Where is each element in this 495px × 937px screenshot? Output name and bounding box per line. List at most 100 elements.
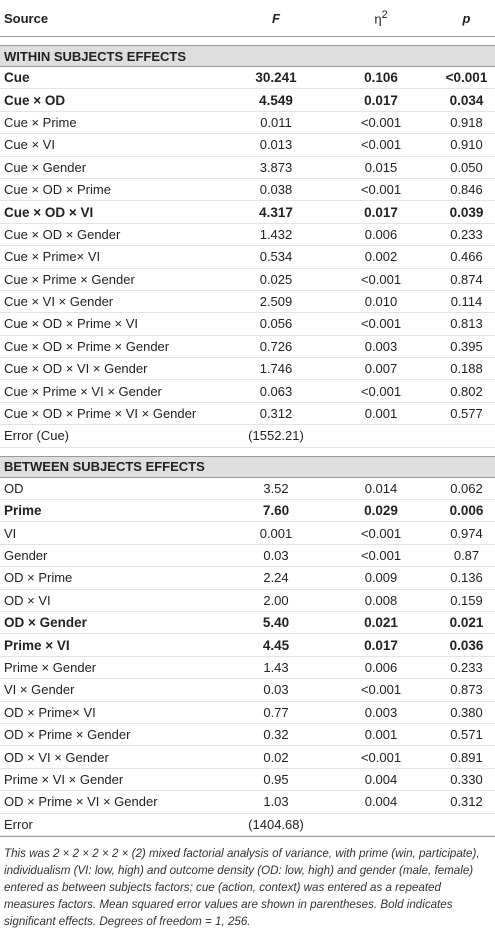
source-cell: Cue × OD × VI: [0, 200, 228, 224]
value-cell: 0.006: [438, 499, 495, 523]
value-cell: 0.02: [228, 745, 324, 769]
source-cell: Cue × Prime: [0, 111, 228, 135]
value-cell: 0.233: [438, 223, 495, 247]
data-row: Cue × Prime × Gender 0.025 <0.001 0.874: [0, 268, 495, 291]
data-row: Prime × VI × Gender 0.95 0.004 0.330: [0, 768, 495, 792]
value-cell: 0.726: [228, 335, 324, 359]
value-cell: 1.432: [228, 223, 324, 247]
value-cell: 0.87: [438, 544, 495, 568]
data-row: Cue 30.241 0.106 <0.001: [0, 66, 495, 90]
data-row: OD × Prime 2.24 0.009 0.136: [0, 566, 495, 590]
value-cell: 0.136: [438, 566, 495, 590]
empty-cell: [438, 424, 495, 448]
value-cell: 0.95: [228, 768, 324, 792]
data-row: Cue × OD × Prime × Gender 0.726 0.003 0.395: [0, 335, 495, 359]
value-cell: 3.873: [228, 156, 324, 179]
value-cell: 0.008: [324, 589, 438, 612]
source-cell: Cue × OD: [0, 88, 228, 112]
value-cell: 0.330: [438, 768, 495, 792]
spacer-cell: [0, 37, 495, 46]
source-cell: Cue × Prime × VI × Gender: [0, 379, 228, 403]
source-cell: Cue × Prime × Gender: [0, 268, 228, 291]
data-row: Error (1404.68): [0, 813, 495, 836]
value-cell: 0.910: [438, 133, 495, 157]
data-row: OD × Prime × VI × Gender 1.03 0.004 0.312: [0, 790, 495, 814]
value-cell: 0.114: [438, 290, 495, 314]
source-cell: OD × Prime × Gender: [0, 723, 228, 747]
data-row: Cue × Gender 3.873 0.015 0.050: [0, 156, 495, 179]
value-cell: 0.038: [228, 178, 324, 202]
source-cell: Prime × VI × Gender: [0, 768, 228, 792]
value-cell: 0.017: [324, 88, 438, 112]
value-cell: 0.873: [438, 678, 495, 702]
data-row: Gender 0.03 <0.001 0.87: [0, 544, 495, 568]
value-cell: (1404.68): [228, 813, 324, 836]
source-cell: Prime × Gender: [0, 656, 228, 680]
footnote: This was 2 × 2 × 2 × 2 × (2) mixed facto…: [0, 835, 495, 930]
source-cell: Cue × VI: [0, 133, 228, 157]
value-cell: 0.77: [228, 701, 324, 724]
value-cell: 0.014: [324, 477, 438, 501]
value-cell: 0.056: [228, 312, 324, 336]
data-row: Prime × VI 4.45 0.017 0.036: [0, 633, 495, 657]
value-cell: <0.001: [324, 268, 438, 291]
value-cell: 2.24: [228, 566, 324, 590]
value-cell: 1.43: [228, 656, 324, 680]
value-cell: 0.017: [324, 633, 438, 657]
spacer-cell: [0, 447, 495, 456]
value-cell: 0.036: [438, 633, 495, 657]
value-cell: 0.159: [438, 589, 495, 612]
value-cell: 0.025: [228, 268, 324, 291]
value-cell: 0.001: [324, 402, 438, 426]
data-row: Cue × Prime× VI 0.534 0.002 0.466: [0, 245, 495, 269]
value-cell: 0.846: [438, 178, 495, 202]
source-cell: Cue × OD × Prime: [0, 178, 228, 202]
value-cell: 4.549: [228, 88, 324, 112]
value-cell: 0.577: [438, 402, 495, 426]
value-cell: 0.918: [438, 111, 495, 135]
value-cell: 3.52: [228, 477, 324, 501]
value-cell: 4.45: [228, 633, 324, 657]
source-cell: OD × Gender: [0, 611, 228, 635]
data-row: OD × Prime × Gender 0.32 0.001 0.571: [0, 723, 495, 747]
empty-cell: [324, 424, 438, 448]
data-row: VI 0.001 <0.001 0.974: [0, 521, 495, 545]
source-cell: VI: [0, 521, 228, 545]
source-cell: VI × Gender: [0, 678, 228, 702]
data-row: OD × Prime× VI 0.77 0.003 0.380: [0, 701, 495, 724]
value-cell: <0.001: [324, 745, 438, 769]
value-cell: 0.013: [228, 133, 324, 157]
header-cell: Source: [0, 0, 228, 37]
value-cell: 0.003: [324, 335, 438, 359]
source-cell: Cue × Gender: [0, 156, 228, 179]
empty-cell: [324, 813, 438, 836]
anova-table: Source F η2 p WITHIN SUBJECTS EFFECTS Cue…: [0, 0, 495, 836]
value-cell: <0.001: [324, 678, 438, 702]
source-cell: OD: [0, 477, 228, 501]
source-cell: OD × Prime× VI: [0, 701, 228, 724]
header-row: Source F η2 p: [0, 0, 495, 37]
data-row: OD 3.52 0.014 0.062: [0, 477, 495, 501]
value-cell: 0.312: [438, 790, 495, 814]
data-row: OD × VI × Gender 0.02 <0.001 0.891: [0, 745, 495, 769]
value-cell: 0.466: [438, 245, 495, 269]
source-cell: Cue × OD × VI × Gender: [0, 357, 228, 381]
header-cell: p: [438, 0, 495, 37]
eta: η: [374, 11, 382, 27]
value-cell: 0.063: [228, 379, 324, 403]
value-cell: <0.001: [324, 379, 438, 403]
source-cell: Prime: [0, 499, 228, 523]
source-cell: Cue: [0, 66, 228, 90]
data-row: Prime × Gender 1.43 0.006 0.233: [0, 656, 495, 680]
section-title: BETWEEN SUBJECTS EFFECTS: [0, 455, 495, 478]
data-row: Cue × OD 4.549 0.017 0.034: [0, 88, 495, 112]
empty-cell: [438, 813, 495, 836]
value-cell: 0.001: [324, 723, 438, 747]
value-cell: 0.021: [324, 611, 438, 635]
source-cell: Error: [0, 813, 228, 836]
value-cell: 0.003: [324, 701, 438, 724]
section-row: BETWEEN SUBJECTS EFFECTS: [0, 455, 495, 478]
value-cell: 0.009: [324, 566, 438, 590]
value-cell: 0.813: [438, 312, 495, 336]
